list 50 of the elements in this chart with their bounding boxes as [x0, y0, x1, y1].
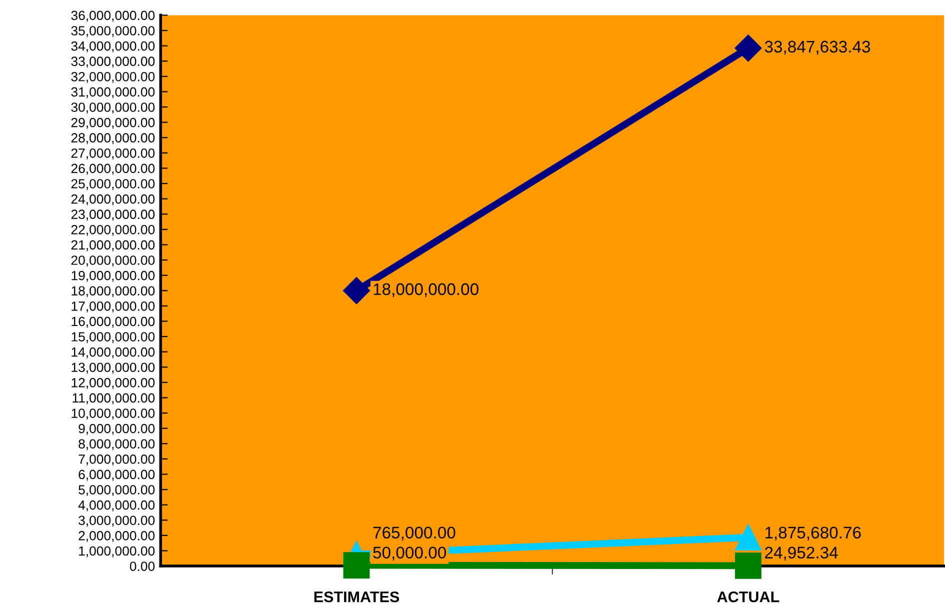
y-tick-label: 28,000,000.00 [71, 133, 155, 144]
point [343, 277, 370, 304]
y-tick-label: 9,000,000.00 [78, 424, 155, 435]
y-tick-label: 10,000,000.00 [72, 408, 155, 420]
y-tick-label: 12,000,000.00 [72, 378, 155, 389]
y-tick-label: 11,000,000.00 [72, 393, 155, 404]
y-tick-label: 1,000,000.00 [79, 546, 155, 558]
data-label: 18,000,000.00 [374, 283, 478, 298]
y-tick-label: 23,000,000.00 [71, 210, 155, 221]
y-tick-label: 14,000,000.00 [72, 347, 155, 358]
y-tick-label: 5,000,000.00 [78, 485, 155, 496]
data-label: 50,000.00 [373, 546, 446, 560]
y-tick-label: 3,000,000.00 [78, 516, 155, 527]
y-tick-label: 13,000,000.00 [72, 362, 155, 374]
point [735, 524, 762, 551]
y-tick-label: 26,000,000.00 [71, 164, 155, 175]
y-tick-label: 4,000,000.00 [78, 500, 155, 512]
y-tick-label: 34,000,000.00 [71, 41, 155, 52]
y-tick-label: 36,000,000.00 [71, 10, 155, 22]
y-tick-label: 2,000,000.00 [78, 531, 155, 542]
y-tick-label: 8,000,000.00 [78, 439, 155, 450]
y-tick-label: 22,000,000.00 [71, 224, 155, 236]
point [734, 34, 762, 62]
x-tick-label: ESTIMATES [314, 591, 400, 602]
y-tick-label: 15,000,000.00 [72, 332, 155, 343]
y-tick-label: 6,000,000.00 [78, 470, 155, 481]
y-tick-label: 31,000,000.00 [71, 87, 155, 98]
y-tick-label: 0.00 [130, 562, 155, 571]
y-tick-label: 27,000,000.00 [71, 148, 155, 160]
y-tick-label: 7,000,000.00 [78, 454, 155, 466]
y-tick-label: 25,000,000.00 [71, 179, 155, 190]
y-tick-label: 29,000,000.00 [71, 118, 155, 129]
y-tick-label: 32,000,000.00 [71, 72, 155, 83]
point [343, 552, 370, 578]
data-label: 1,875,680.76 [765, 526, 861, 540]
y-tick-label: 17,000,000.00 [72, 301, 155, 312]
x-tick-label: ACTUAL [717, 591, 780, 602]
y-tick-label: 18,000,000.00 [72, 286, 155, 298]
data-label: 765,000.00 [373, 526, 456, 540]
y-tick-label: 20,000,000.00 [71, 256, 155, 266]
y-tick-label: 21,000,000.00 [71, 240, 155, 252]
y-tick-label: 24,000,000.00 [71, 194, 155, 206]
y-tick-label: 16,000,000.00 [72, 316, 155, 328]
y-tick-label: 35,000,000.00 [71, 26, 155, 37]
y-tick-label: 33,000,000.00 [71, 56, 155, 68]
data-label: 33,847,633.43 [764, 40, 870, 55]
y-tick-label: 19,000,000.00 [72, 270, 155, 282]
point [735, 552, 762, 579]
data-label: 24,952.34 [765, 546, 838, 560]
y-tick-label: 30,000,000.00 [71, 102, 155, 114]
